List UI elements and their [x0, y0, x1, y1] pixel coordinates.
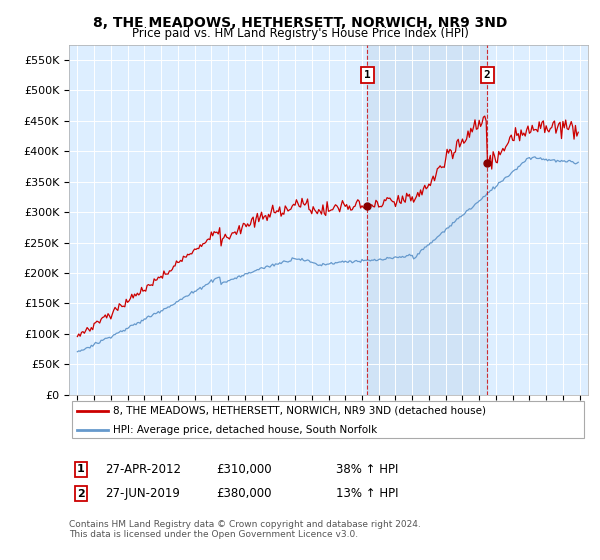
Text: Contains HM Land Registry data © Crown copyright and database right 2024.
This d: Contains HM Land Registry data © Crown c… [69, 520, 421, 539]
Text: 1: 1 [364, 70, 371, 80]
FancyBboxPatch shape [71, 401, 584, 438]
Text: £310,000: £310,000 [216, 463, 272, 476]
Text: HPI: Average price, detached house, South Norfolk: HPI: Average price, detached house, Sout… [113, 424, 377, 435]
Text: £380,000: £380,000 [216, 487, 271, 501]
Text: Price paid vs. HM Land Registry's House Price Index (HPI): Price paid vs. HM Land Registry's House … [131, 27, 469, 40]
Text: 8, THE MEADOWS, HETHERSETT, NORWICH, NR9 3ND (detached house): 8, THE MEADOWS, HETHERSETT, NORWICH, NR9… [113, 405, 486, 416]
Text: 8, THE MEADOWS, HETHERSETT, NORWICH, NR9 3ND: 8, THE MEADOWS, HETHERSETT, NORWICH, NR9… [93, 16, 507, 30]
Text: 2: 2 [484, 70, 491, 80]
Text: 27-JUN-2019: 27-JUN-2019 [105, 487, 180, 501]
Text: 27-APR-2012: 27-APR-2012 [105, 463, 181, 476]
Text: 1: 1 [77, 464, 85, 474]
Text: 2: 2 [77, 489, 85, 499]
Text: 38% ↑ HPI: 38% ↑ HPI [336, 463, 398, 476]
Bar [367, 45, 487, 395]
Text: 13% ↑ HPI: 13% ↑ HPI [336, 487, 398, 501]
